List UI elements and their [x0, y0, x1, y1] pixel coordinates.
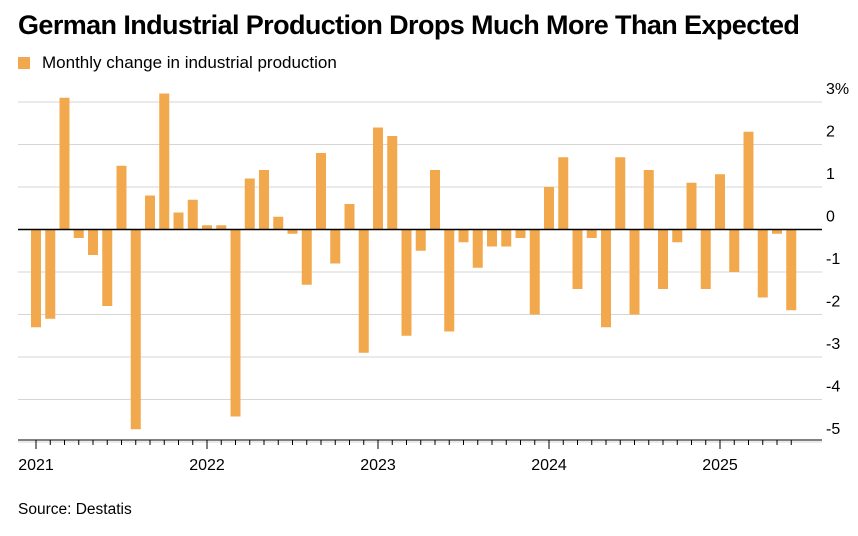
bar — [715, 174, 725, 230]
bar — [301, 229, 312, 285]
bar — [515, 229, 526, 238]
x-tick-label: 2021 — [18, 457, 54, 474]
bar — [216, 225, 227, 230]
axes: 3% 2 1 0 -1 -2 -3 -4 -5 2021 2022 2023 2024 2025 — [18, 81, 849, 474]
y-tick-label: -1 — [826, 251, 840, 268]
bar — [73, 229, 84, 238]
bar — [287, 229, 298, 234]
y-tick-label: 1 — [826, 166, 835, 183]
bar — [658, 229, 668, 289]
bar — [586, 229, 597, 238]
x-tick-label: 2024 — [531, 457, 567, 474]
bar — [244, 178, 255, 230]
bar — [686, 182, 697, 230]
x-tick-label: 2025 — [702, 457, 738, 474]
legend: Monthly change in industrial production — [18, 53, 337, 73]
chart-title: German Industrial Production Drops Much … — [18, 10, 800, 40]
y-tick-label: -2 — [826, 294, 840, 311]
bar — [700, 229, 711, 289]
bar — [230, 229, 241, 417]
legend-swatch — [18, 57, 30, 69]
bar — [444, 229, 455, 332]
bar — [487, 229, 497, 247]
x-tick-label: 2023 — [360, 457, 396, 474]
bar — [387, 136, 398, 230]
y-tick-label: -4 — [826, 379, 840, 396]
bar — [45, 229, 56, 319]
bar — [501, 229, 512, 247]
legend-label: Monthly change in industrial production — [42, 53, 337, 72]
bar — [772, 229, 782, 234]
bar — [458, 229, 469, 243]
bar — [88, 229, 98, 255]
bar — [159, 93, 170, 230]
bar — [601, 229, 611, 328]
bar — [415, 229, 426, 251]
bar — [116, 165, 127, 230]
bar — [102, 229, 113, 306]
x-tick-label: 2022 — [189, 457, 225, 474]
bar — [544, 187, 554, 230]
bar — [786, 229, 797, 311]
bar — [130, 229, 141, 430]
bar — [31, 229, 41, 328]
bar — [187, 199, 198, 230]
y-tick-label: 3% — [826, 81, 849, 98]
bar — [558, 157, 569, 230]
bar — [173, 212, 184, 230]
gridlines — [18, 101, 822, 443]
bar — [202, 225, 212, 230]
y-tick-label: 2 — [826, 124, 835, 141]
bar — [629, 229, 640, 315]
bar — [430, 170, 440, 230]
bar — [273, 216, 284, 230]
bar — [358, 229, 369, 353]
bar — [373, 127, 383, 230]
bar — [643, 170, 654, 230]
bar — [145, 195, 155, 230]
bar — [743, 131, 754, 230]
bar — [615, 157, 626, 230]
y-tick-label: -5 — [826, 421, 840, 438]
bar — [572, 229, 583, 289]
bar — [59, 97, 70, 230]
bar — [472, 229, 483, 268]
bar — [344, 204, 355, 230]
y-tick-label: 0 — [826, 209, 835, 226]
bar — [330, 229, 341, 264]
bar — [729, 229, 740, 272]
bar — [672, 229, 683, 243]
bar — [529, 229, 540, 315]
bar — [316, 153, 326, 230]
y-tick-label: -3 — [826, 336, 840, 353]
bars — [31, 93, 797, 430]
bar — [259, 170, 269, 230]
bar — [401, 229, 412, 336]
bar — [757, 229, 768, 298]
source-note: Source: Destatis — [18, 501, 132, 518]
